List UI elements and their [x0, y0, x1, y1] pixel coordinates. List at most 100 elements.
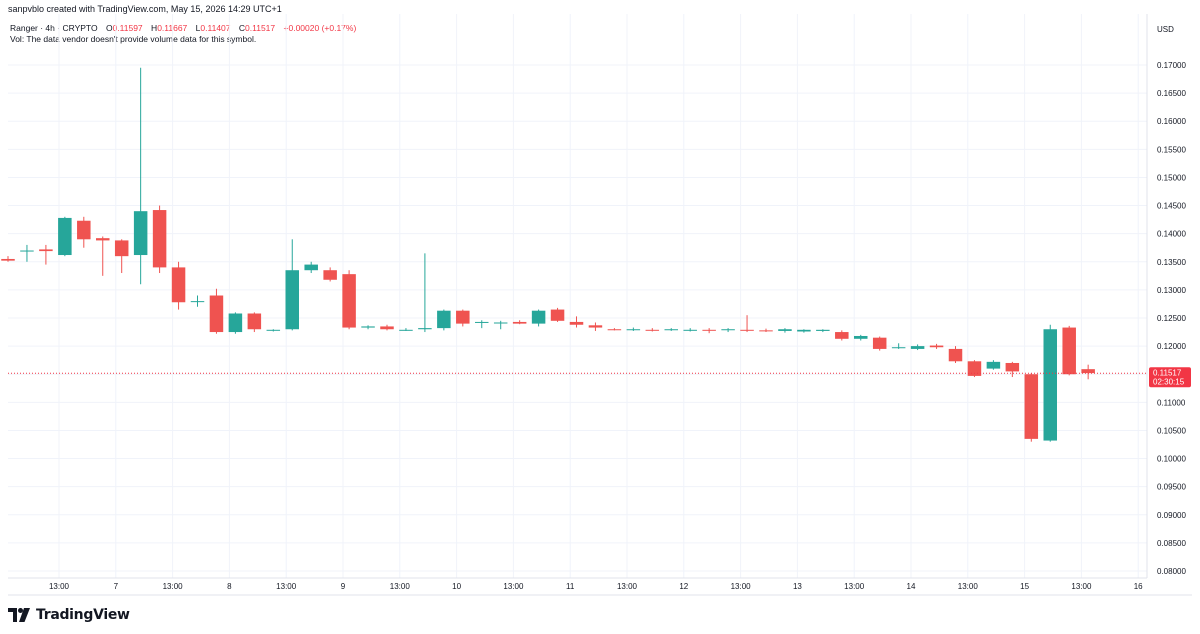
candle-down	[872, 336, 887, 351]
candle-body	[247, 313, 262, 330]
candle-body	[58, 217, 72, 256]
open-value: 0.11597	[112, 23, 143, 33]
candle-down	[323, 267, 337, 282]
candle-up	[399, 328, 413, 331]
volume-note: Vol: The data vendor doesn't provide vol…	[10, 34, 257, 44]
candle-down	[1005, 361, 1020, 378]
low-value: 0.11407	[200, 23, 231, 33]
time-tick-label: 13:00	[163, 582, 184, 591]
price-tick-label: 0.08500	[1157, 539, 1186, 548]
time-tick-label: 13:00	[731, 582, 752, 591]
tradingview-logo-text: TradingView	[36, 607, 130, 623]
price-tick-label: 0.14500	[1157, 202, 1186, 211]
candle-body	[342, 274, 356, 328]
candle-up	[816, 329, 830, 333]
price-tick-label: 0.14000	[1157, 230, 1186, 239]
candle-down	[247, 312, 262, 333]
candle-body	[266, 329, 281, 331]
candle-down	[759, 328, 773, 333]
open-label: O	[105, 23, 113, 33]
candle-up	[285, 239, 299, 331]
candle-down	[607, 328, 622, 331]
candle-body	[702, 329, 716, 331]
candle-up	[531, 309, 546, 327]
candle-down	[96, 236, 110, 276]
candle-up	[626, 327, 641, 331]
price-tick-label: 0.11000	[1157, 398, 1186, 407]
time-tick-label: 13	[793, 582, 802, 591]
change-value: +0.00020 (+0.17%)	[283, 23, 357, 33]
candle-up	[1043, 324, 1057, 442]
candle-body	[475, 321, 489, 323]
candle-down	[645, 328, 660, 332]
candle-body	[797, 329, 811, 332]
price-tick-label: 0.08000	[1157, 567, 1186, 576]
candle-body	[437, 310, 451, 329]
price-tick-label: 0.15000	[1157, 173, 1186, 182]
candle-up	[304, 261, 318, 274]
candle-up	[437, 309, 451, 331]
candle-down	[702, 328, 716, 334]
candle-body	[209, 295, 224, 333]
candle-up	[493, 320, 508, 330]
tradingview-logo[interactable]: TradingView	[8, 605, 130, 625]
candle-down	[1081, 364, 1095, 380]
bar-countdown: 02:30:15	[1153, 377, 1185, 386]
price-tick-label: 0.13000	[1157, 286, 1186, 295]
time-tick-label: 13:00	[844, 582, 865, 591]
candle-up	[190, 295, 205, 307]
candle-body	[152, 210, 167, 268]
time-axis[interactable]: 13:00 7 13:00 8 13:00 9 13:00 10 13:00 11 13:00 12 1…	[49, 582, 1143, 591]
candle-body	[910, 346, 925, 349]
candle-body	[1005, 362, 1020, 372]
candle-body	[512, 321, 527, 324]
price-tick-label: 0.10500	[1157, 426, 1186, 435]
price-axis[interactable]: 0.08000 0.08500 0.09000 0.09500 0.10000 0.105…	[1157, 61, 1186, 576]
candle-down	[929, 343, 944, 349]
price-tick-label: 0.15500	[1157, 145, 1186, 154]
candle-body	[550, 309, 565, 321]
candle-body	[664, 329, 678, 331]
candle-up	[986, 360, 1001, 370]
last-price-tag: 0.11517 02:30:15	[1149, 367, 1191, 388]
time-tick-label: 14	[907, 582, 916, 591]
candle-body	[891, 347, 906, 349]
candle-body	[77, 220, 91, 240]
candle-body	[854, 335, 868, 339]
candle-down	[1, 256, 15, 262]
candle-body	[493, 322, 508, 324]
symbol-title[interactable]: Ranger · 4h · CRYPTO	[10, 23, 98, 33]
candle-up	[228, 312, 243, 334]
candle-body	[645, 329, 660, 331]
time-tick-label: 13:00	[49, 582, 70, 591]
candle-down	[588, 322, 603, 331]
candle-up	[361, 325, 375, 330]
time-tick-label: 13:00	[390, 582, 411, 591]
candle-down	[380, 324, 394, 331]
candle-body	[588, 325, 603, 328]
candle-down	[948, 346, 963, 363]
candle-body	[986, 361, 1001, 369]
high-label: H	[151, 23, 158, 33]
candle-up	[133, 67, 148, 285]
time-tick-label: 13:00	[617, 582, 638, 591]
candle-body	[721, 329, 735, 331]
time-tick-label: 13:00	[1071, 582, 1092, 591]
candle-body	[626, 329, 641, 331]
candle-body	[948, 348, 963, 362]
candle-body	[171, 267, 186, 303]
candle-down	[740, 315, 754, 333]
candle-body	[39, 249, 53, 252]
time-tick-label: 12	[679, 582, 688, 591]
time-tick-label: 9	[341, 582, 346, 591]
candle-down	[550, 307, 565, 322]
candle-up	[58, 216, 72, 257]
candle-up	[475, 320, 489, 329]
candle-body	[607, 329, 622, 331]
price-tick-label: 0.12000	[1157, 342, 1186, 351]
price-tick-label: 0.09500	[1157, 483, 1186, 492]
time-tick-label: 10	[452, 582, 461, 591]
candle-down	[456, 309, 470, 327]
price-tick-label: 0.16500	[1157, 89, 1186, 98]
